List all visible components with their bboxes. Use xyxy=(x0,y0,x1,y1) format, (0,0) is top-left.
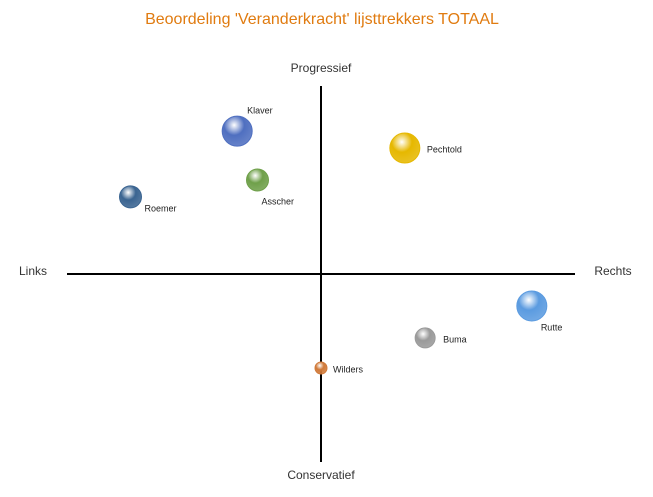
axis-label-right: Rechts xyxy=(594,264,631,278)
point-label: Asscher xyxy=(262,196,295,206)
bubble xyxy=(119,185,142,209)
point-label: Roemer xyxy=(145,203,177,213)
bubble xyxy=(414,327,436,349)
point-label: Buma xyxy=(443,334,467,344)
axis-label-bottom: Conservatief xyxy=(287,468,355,482)
bubble xyxy=(221,115,253,147)
point-label: Pechtold xyxy=(427,144,462,154)
point-label: Klaver xyxy=(247,105,273,115)
point-label: Rutte xyxy=(541,322,563,332)
bubble xyxy=(246,168,269,192)
bubble xyxy=(516,290,548,322)
axis-label-left: Links xyxy=(19,264,47,278)
chart-title: Beoordeling 'Veranderkracht' lijsttrekke… xyxy=(145,11,499,28)
bubble xyxy=(389,132,421,164)
axis-label-top: Progressief xyxy=(291,61,352,75)
bubble xyxy=(314,361,328,375)
point-label: Wilders xyxy=(333,364,364,374)
